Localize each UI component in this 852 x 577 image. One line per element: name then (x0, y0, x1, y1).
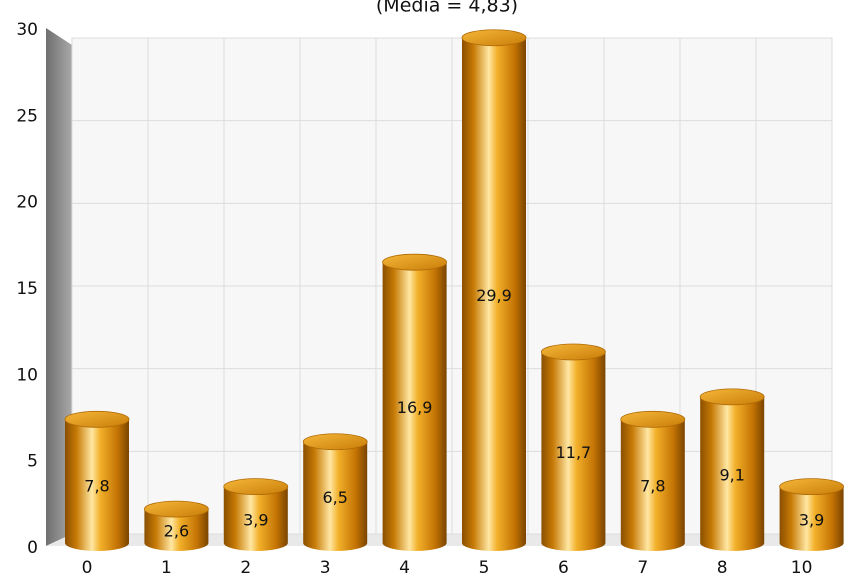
x-tick-label: 10 (791, 558, 813, 577)
bar-cap (143, 500, 209, 518)
bar: 3,9 (779, 478, 844, 551)
bar-body (779, 486, 844, 551)
bar: 6,5 (302, 433, 368, 551)
bar: 3,9 (223, 478, 289, 551)
bar: 7,8 (620, 410, 686, 551)
bar-body (382, 262, 447, 551)
bar-cap (302, 433, 368, 451)
bar: 9,1 (699, 388, 765, 551)
x-tick-label: 5 (479, 558, 490, 577)
bar: 7,8 (64, 410, 130, 551)
y-tick-label: 0 (27, 538, 38, 558)
bar-cap (779, 478, 844, 496)
x-axis: 0 1 2 3 4 5 6 7 8 10 (82, 558, 813, 577)
y-tick-label: 15 (16, 279, 38, 299)
bar-body (700, 396, 765, 551)
data-label: 3,9 (243, 510, 268, 529)
bar-cap (461, 29, 527, 47)
x-tick-label: 8 (717, 558, 728, 577)
x-tick-label: 0 (82, 558, 93, 577)
bar-body (65, 419, 129, 551)
bar: 29,9 (461, 29, 527, 551)
bar-cap (64, 410, 130, 428)
bar-cap (699, 388, 765, 406)
data-label: 7,8 (84, 477, 109, 496)
data-label: 16,9 (397, 398, 433, 417)
bar-body (144, 509, 209, 551)
x-tick-label: 4 (399, 558, 410, 577)
bar-body (541, 351, 606, 551)
data-label: 29,9 (476, 286, 512, 305)
x-tick-label: 1 (161, 558, 172, 577)
data-label: 9,1 (719, 465, 744, 484)
y-tick-label: 10 (16, 365, 38, 385)
y-tick-label: 25 (16, 106, 38, 126)
y-tick-label: 30 (16, 20, 38, 40)
bar-cap (382, 253, 448, 271)
bar-body (223, 486, 288, 551)
bar-cap (541, 343, 606, 361)
bar-cap (620, 410, 686, 428)
data-label: 7,8 (640, 477, 665, 496)
bar-body (303, 441, 368, 551)
data-label: 11,7 (556, 443, 592, 462)
bar: 11,7 (541, 343, 606, 551)
bars: 7,8 2,6 3,9 6,5 16,9 29,9 11,7 7,8 9,1 3,9 (64, 29, 844, 551)
data-label: 2,6 (164, 522, 189, 541)
x-tick-label: 3 (320, 558, 331, 577)
bar-cap (223, 478, 289, 496)
bar: 16,9 (382, 253, 448, 551)
y-axis: 0 5 10 15 20 25 30 (16, 20, 38, 558)
x-tick-label: 6 (558, 558, 569, 577)
x-tick-label: 2 (240, 558, 251, 577)
y-tick-label: 5 (27, 452, 38, 472)
chart-subtitle: (Media = 4,83) (376, 0, 518, 17)
data-label: 6,5 (322, 488, 347, 507)
y-tick-label: 20 (16, 193, 38, 213)
x-tick-label: 7 (637, 558, 648, 577)
bar-body (620, 419, 685, 551)
bar: 2,6 (143, 500, 209, 551)
data-label: 3,9 (799, 510, 824, 529)
left-wall (46, 28, 72, 546)
bar-body (462, 37, 526, 551)
